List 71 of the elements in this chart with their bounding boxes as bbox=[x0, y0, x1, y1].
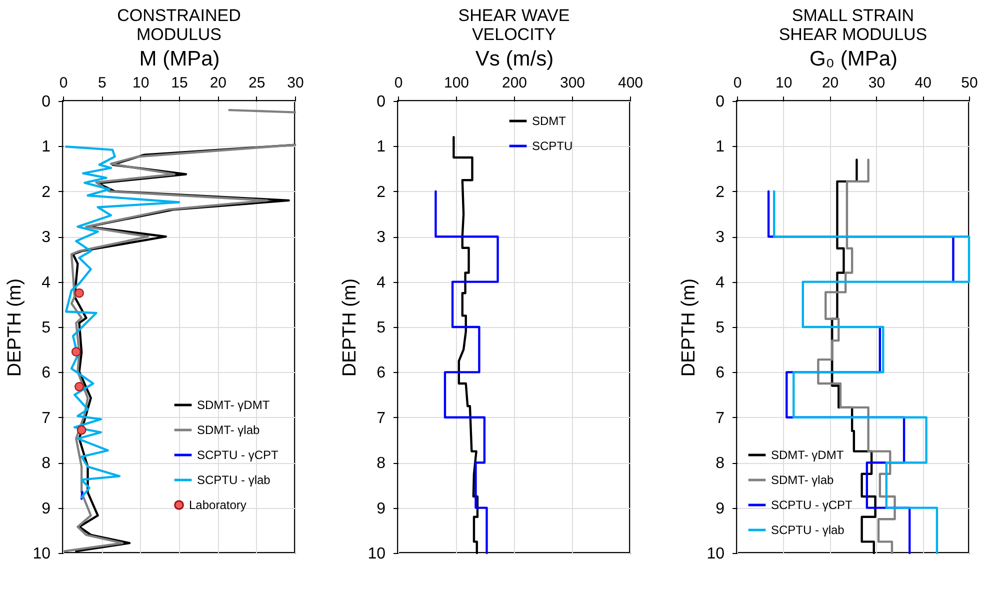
chart-title: SHEAR WAVE VELOCITY bbox=[458, 6, 570, 44]
y-tick-label: 5 bbox=[716, 320, 725, 336]
legend-label: SDMT- γlab bbox=[771, 473, 834, 487]
x-tick-label: 10 bbox=[776, 74, 792, 92]
y-tick-label: 9 bbox=[42, 500, 51, 518]
legend-label: SDMT- γlab bbox=[197, 423, 260, 437]
y-tick-label: 6 bbox=[42, 364, 51, 382]
y-tick-label: 8 bbox=[716, 455, 725, 472]
x-tick-label: 0 bbox=[733, 74, 742, 92]
y-tick-label: 2 bbox=[716, 184, 725, 201]
y-tick-label: 6 bbox=[376, 364, 386, 382]
y-tick-label: 3 bbox=[716, 229, 725, 246]
x-tick-label: 50 bbox=[961, 74, 978, 92]
legend-label: SCPTU - γCPT bbox=[197, 448, 280, 462]
y-tick-label: 5 bbox=[376, 320, 386, 336]
chart-title: SMALL STRAIN SHEAR MODULUS bbox=[778, 6, 928, 44]
x-axis-title: M (MPa) bbox=[139, 48, 220, 70]
y-tick-label: 0 bbox=[716, 94, 725, 110]
x-axis-title: Vs (m/s) bbox=[475, 48, 554, 70]
x-tick-label: 30 bbox=[868, 74, 886, 92]
x-tick-label: 40 bbox=[914, 74, 932, 92]
y-axis-title: DEPTH (m) bbox=[340, 278, 361, 377]
y-tick-label: 5 bbox=[42, 320, 51, 336]
y-tick-label: 9 bbox=[376, 500, 386, 518]
x-tick-label: 0 bbox=[59, 74, 68, 92]
y-tick-label: 1 bbox=[716, 138, 725, 156]
y-tick-label: 10 bbox=[368, 546, 386, 562]
x-tick-label: 5 bbox=[98, 74, 106, 92]
x-tick-label: 25 bbox=[248, 74, 266, 92]
x-tick-label: 10 bbox=[132, 74, 150, 92]
y-tick-label: 7 bbox=[376, 410, 386, 427]
y-tick-label: 7 bbox=[42, 410, 51, 427]
legend-label: Laboratory bbox=[189, 498, 246, 512]
x-tick-label: 400 bbox=[618, 74, 644, 92]
x-tick-label: 100 bbox=[444, 74, 470, 92]
y-tick-label: 9 bbox=[716, 500, 725, 518]
legend-label: SDMT bbox=[532, 114, 567, 128]
y-tick-label: 3 bbox=[376, 229, 386, 246]
y-tick-label: 1 bbox=[376, 138, 386, 156]
y-tick-label: 3 bbox=[42, 229, 51, 246]
y-tick-label: 2 bbox=[42, 184, 51, 201]
x-tick-label: 300 bbox=[560, 74, 586, 92]
y-tick-label: 8 bbox=[42, 455, 51, 472]
y-axis-title: DEPTH (m) bbox=[4, 278, 26, 377]
legend-label: SDMT- γDMT bbox=[771, 448, 844, 462]
legend-label: SCPTU - γlab bbox=[771, 523, 845, 537]
legend-label: SCPTU - γCPT bbox=[771, 498, 854, 512]
y-tick-label: 0 bbox=[42, 94, 51, 110]
y-tick-label: 4 bbox=[376, 274, 386, 292]
y-tick-label: 1 bbox=[42, 138, 51, 156]
y-tick-label: 4 bbox=[716, 274, 725, 292]
x-tick-label: 15 bbox=[171, 74, 188, 92]
x-axis-title: G₀ (MPa) bbox=[809, 48, 898, 70]
y-tick-label: 2 bbox=[376, 184, 386, 201]
x-tick-label: 200 bbox=[502, 74, 528, 92]
legend-label: SCPTU bbox=[532, 139, 573, 153]
y-tick-label: 7 bbox=[716, 410, 725, 427]
y-tick-label: 10 bbox=[32, 546, 51, 562]
y-tick-label: 10 bbox=[706, 546, 725, 562]
legend-label: SCPTU - γlab bbox=[197, 473, 271, 487]
y-axis-title: DEPTH (m) bbox=[678, 278, 700, 377]
x-tick-label: 30 bbox=[287, 74, 304, 92]
x-tick-label: 20 bbox=[210, 74, 227, 92]
y-tick-label: 6 bbox=[716, 364, 725, 382]
x-tick-label: 20 bbox=[822, 74, 839, 92]
y-tick-label: 0 bbox=[376, 94, 386, 110]
y-tick-label: 4 bbox=[42, 274, 51, 292]
x-tick-label: 0 bbox=[394, 74, 403, 92]
legend-label: SDMT- γDMT bbox=[197, 398, 270, 412]
y-tick-label: 8 bbox=[376, 455, 386, 472]
chart-title: CONSTRAINED MODULUS bbox=[117, 6, 241, 44]
